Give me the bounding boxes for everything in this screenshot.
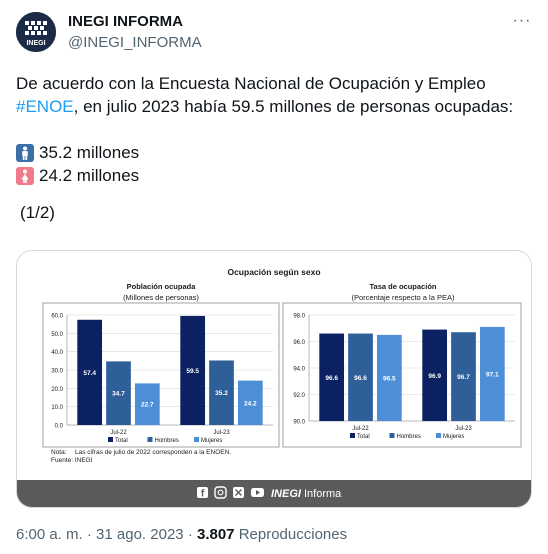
y-tick-label: 94.0 [293,367,305,373]
bar [106,361,131,425]
bar [348,333,373,421]
legend-label: Total [357,434,370,440]
x-category-label: Jul-23 [455,426,472,432]
legend-label: Mujeres [201,438,222,444]
legend-swatch [108,437,113,442]
meta-separator: · [86,526,92,543]
legend-swatch [389,433,395,438]
bar [422,329,448,421]
tweet-date[interactable]: 31 ago. 2023 [96,526,184,543]
y-tick-label: 98.0 [293,314,305,320]
footer-brand-bold: INEGI [271,488,302,500]
tweet-line-2: #ENOE, en julio 2023 había 59.5 millones… [16,95,532,118]
note-label: Nota: [51,449,67,456]
tweet-line-1: De acuerdo con la Encuesta Nacional de O… [16,74,486,93]
inegi-logo-icon: INEGI [16,12,56,52]
bar-value-label: 96.5 [383,375,396,382]
y-tick-label: 60.0 [51,314,63,320]
legend-swatch [147,437,153,442]
legend-label: Hombres [397,434,421,440]
legend-swatch [194,437,199,442]
avatar[interactable]: INEGI [16,12,56,52]
chart1-title: Población ocupada [127,282,197,291]
men-stat: 35.2 millones [16,141,532,164]
legend-label: Hombres [155,438,179,444]
pagination: (1/2) [20,203,55,222]
y-tick-label: 40.0 [51,350,63,356]
legend-label: Total [115,438,128,444]
media-card[interactable]: Ocupación según sexo Población ocupada (… [16,250,532,508]
meta-separator-2: · [187,526,193,543]
bar [376,334,402,421]
bar [180,315,206,425]
ellipsis-icon[interactable]: ··· [512,12,532,29]
tweet-line-2-rest: , en julio 2023 había 59.5 millones de p… [73,97,514,116]
bar [237,380,263,425]
account-name[interactable]: INEGI INFORMA [68,13,183,30]
bar-value-label: 59.5 [186,368,199,375]
x-category-label: Jul-23 [213,430,230,436]
bar [451,332,476,421]
footer-bar [17,480,531,507]
y-tick-label: 90.0 [293,420,305,426]
source-text: Fuente: INEGI [51,457,93,464]
y-tick-label: 0.0 [55,424,64,430]
bar-value-label: 97.1 [486,371,499,378]
y-tick-label: 50.0 [51,332,63,338]
women-stat: 24.2 millones [16,164,532,187]
bar [319,333,345,421]
bar-value-label: 57.4 [83,370,96,377]
infographic-title: Ocupación según sexo [227,267,320,277]
chart2-title: Tasa de ocupación [370,282,437,291]
legend-swatch [436,433,441,438]
bar-value-label: 96.6 [325,375,338,382]
tweet-header: INEGI INEGI INFORMA @INEGI_INFORMA ··· [16,12,532,56]
infographic: Ocupación según sexo Población ocupada (… [17,251,531,507]
x-icon[interactable] [233,487,244,498]
bar [77,319,103,425]
bar-value-label: 96.6 [354,375,367,382]
y-tick-label: 96.0 [293,340,305,346]
x-category-label: Jul-22 [352,426,369,432]
chart2-plot: 90.0 92.0 94.0 96.0 98.0 96.6 96.6 96.5 Jul-22 96… [293,314,515,440]
bar [134,383,160,425]
chart1-subtitle: (Millones de personas) [123,293,199,302]
tweet-time[interactable]: 6:00 a. m. [16,526,83,543]
x-category-label: Jul-22 [110,430,127,436]
chart1-plot: 0.0 10.0 20.0 30.0 40.0 50.0 60.0 57.4 34.7 22.7 J… [51,314,273,444]
woman-icon [16,166,34,185]
account-handle[interactable]: @INEGI_INFORMA [68,34,202,51]
bar-value-label: 35.2 [215,390,228,397]
man-icon [16,143,34,162]
views-label: Reproducciones [238,526,348,543]
facebook-icon[interactable]: f [197,487,208,500]
instagram-icon[interactable] [214,486,227,499]
tweet-meta: 6:00 a. m. · 31 ago. 2023 · 3.807 Reprod… [16,526,347,543]
legend-label: Mujeres [443,434,464,440]
y-tick-label: 10.0 [51,405,63,411]
footer-brand-light: Informa [304,488,342,500]
bar-value-label: 22.7 [141,402,154,409]
view-count: 3.807 [196,526,235,543]
bar-value-label: 96.9 [428,373,441,380]
svg-text:f: f [201,489,205,500]
y-tick-label: 30.0 [51,369,63,375]
tweet-text: De acuerdo con la Encuesta Nacional de O… [16,72,532,224]
bar [479,326,505,421]
bar [209,360,234,425]
hashtag-link[interactable]: #ENOE [16,97,74,116]
women-value: 24.2 millones [39,166,140,185]
youtube-icon[interactable] [251,488,264,497]
men-value: 35.2 millones [39,143,140,162]
y-tick-label: 92.0 [293,393,305,399]
bar-value-label: 34.7 [112,391,125,398]
y-tick-label: 20.0 [51,387,63,393]
avatar-text: INEGI [26,40,45,47]
bar-value-label: 96.7 [457,374,470,381]
bar-value-label: 24.2 [244,400,257,407]
note-text: Las cifras de julio de 2022 corresponden… [75,449,231,456]
chart2-subtitle: (Porcentaje respecto a la PEA) [352,293,455,302]
legend-swatch [350,433,355,438]
